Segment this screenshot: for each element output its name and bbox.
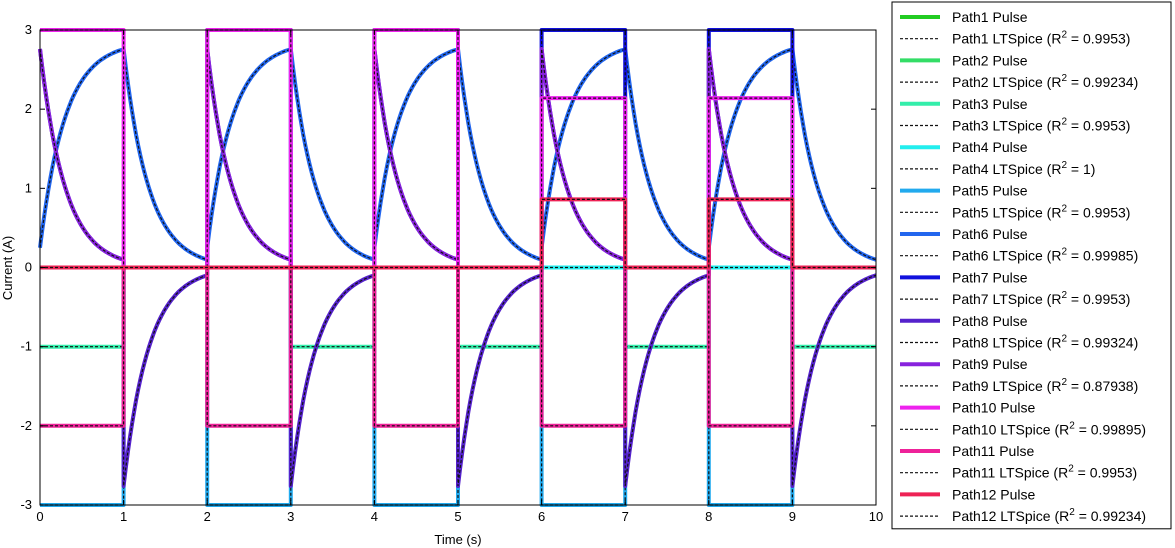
- legend-label: Path10 Pulse: [952, 400, 1035, 416]
- legend-entry: Path9 Pulse: [900, 356, 1028, 372]
- y-tick-label: 3: [25, 22, 32, 37]
- y-tick-label: -1: [20, 339, 32, 354]
- x-tick-label: 2: [204, 509, 211, 524]
- legend-label: Path11 LTSpice (R2 = 0.9953): [952, 464, 1137, 481]
- legend-entry: Path3 LTSpice (R2 = 0.9953): [900, 117, 1130, 134]
- legend-entry: Path8 LTSpice (R2 = 0.99324): [900, 334, 1138, 351]
- legend-label: Path2 LTSpice (R2 = 0.99234): [952, 73, 1138, 90]
- y-tick-label: 1: [25, 180, 32, 195]
- legend-entry: Path6 Pulse: [900, 226, 1028, 242]
- x-tick-label: 8: [705, 509, 712, 524]
- legend-label: Path5 Pulse: [952, 183, 1028, 199]
- legend-label: Path3 Pulse: [952, 96, 1028, 112]
- y-tick-label: 0: [25, 260, 32, 275]
- legend-label: Path6 Pulse: [952, 226, 1028, 242]
- legend-label: Path8 Pulse: [952, 313, 1028, 329]
- legend-entry: Path1 Pulse: [900, 9, 1028, 25]
- legend-entry: Path7 Pulse: [900, 269, 1028, 285]
- legend-label: Path10 LTSpice (R2 = 0.99895): [952, 420, 1146, 437]
- legend-label: Path1 LTSpice (R2 = 0.9953): [952, 30, 1130, 47]
- plot-area: [38, 28, 877, 507]
- legend-label: Path3 LTSpice (R2 = 0.9953): [952, 117, 1130, 134]
- legend-label: Path4 Pulse: [952, 139, 1028, 155]
- legend-label: Path7 LTSpice (R2 = 0.9953): [952, 290, 1130, 307]
- x-tick-label: 3: [287, 509, 294, 524]
- x-tick-label: 7: [622, 509, 629, 524]
- y-axis-label: Current (A): [0, 236, 15, 300]
- legend-entry: Path1 LTSpice (R2 = 0.9953): [900, 30, 1130, 47]
- legend-entry: Path9 LTSpice (R2 = 0.87938): [900, 377, 1138, 394]
- legend-entry: Path5 LTSpice (R2 = 0.9953): [900, 203, 1130, 220]
- x-tick-label: 6: [538, 509, 545, 524]
- legend-label: Path12 Pulse: [952, 486, 1035, 502]
- legend-entry: Path5 Pulse: [900, 183, 1028, 199]
- y-tick-label: -2: [20, 418, 32, 433]
- legend-label: Path11 Pulse: [952, 443, 1034, 459]
- legend-entry: Path4 Pulse: [900, 139, 1028, 155]
- legend-label: Path1 Pulse: [952, 9, 1028, 25]
- x-tick-label: 9: [789, 509, 796, 524]
- x-tick-label: 4: [371, 509, 378, 524]
- legend-entry: Path10 Pulse: [900, 400, 1035, 416]
- legend-label: Path2 Pulse: [952, 52, 1028, 68]
- legend-box: [891, 1, 1172, 530]
- legend-entry: Path2 LTSpice (R2 = 0.99234): [900, 73, 1138, 90]
- legend-entry: Path6 LTSpice (R2 = 0.99985): [900, 247, 1138, 264]
- legend-entry: Path12 Pulse: [900, 486, 1035, 502]
- series-ltspice-line-path12: [40, 198, 876, 269]
- legend-label: Path6 LTSpice (R2 = 0.99985): [952, 247, 1138, 264]
- x-tick-label: 5: [454, 509, 461, 524]
- legend-entry: Path11 Pulse: [900, 443, 1034, 459]
- x-axis-label: Time (s): [434, 532, 481, 547]
- legend-entry: Path8 Pulse: [900, 313, 1028, 329]
- legend-entry: Path2 Pulse: [900, 52, 1028, 68]
- series-ltspice-line-path11: [40, 266, 876, 427]
- legend-label: Path9 LTSpice (R2 = 0.87938): [952, 377, 1138, 394]
- legend-label: Path7 Pulse: [952, 269, 1028, 285]
- legend-entry: Path11 LTSpice (R2 = 0.9953): [900, 464, 1137, 481]
- y-tick-label: 2: [25, 101, 32, 116]
- legend-entry: Path4 LTSpice (R2 = 1): [900, 160, 1095, 177]
- legend-label: Path12 LTSpice (R2 = 0.99234): [952, 507, 1146, 524]
- x-tick-label: 0: [36, 509, 43, 524]
- y-tick-label: -3: [20, 497, 32, 512]
- legend-label: Path8 LTSpice (R2 = 0.99324): [952, 334, 1138, 351]
- legend-entry: Path7 LTSpice (R2 = 0.9953): [900, 290, 1130, 307]
- legend: Path1 Pulse Path1 LTSpice (R2 = 0.9953) Pa…: [891, 1, 1172, 530]
- series-ltspice-line-path10: [40, 29, 876, 269]
- legend-entry: Path10 LTSpice (R2 = 0.99895): [900, 420, 1146, 437]
- legend-label: Path5 LTSpice (R2 = 0.9953): [952, 203, 1130, 220]
- x-tick-label: 10: [869, 509, 883, 524]
- x-tick-label: 1: [120, 509, 127, 524]
- legend-label: Path9 Pulse: [952, 356, 1028, 372]
- legend-label: Path4 LTSpice (R2 = 1): [952, 160, 1095, 177]
- legend-entry: Path3 Pulse: [900, 96, 1028, 112]
- legend-entry: Path12 LTSpice (R2 = 0.99234): [900, 507, 1146, 524]
